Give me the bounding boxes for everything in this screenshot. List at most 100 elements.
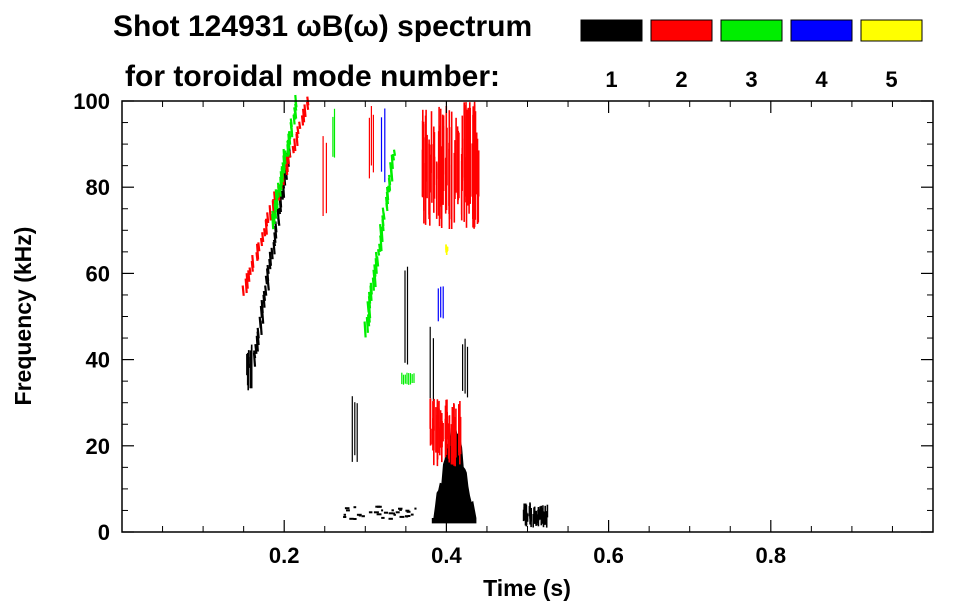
feature-mode-3-chirp — [271, 94, 298, 230]
feature-mode-2-streak — [368, 106, 374, 179]
feature-streak — [268, 205, 272, 221]
feature-streak — [256, 327, 260, 339]
chart-title-line1: Shot 124931 ωB(ω) spectrum — [113, 10, 532, 43]
x-tick-label: 0.6 — [593, 543, 624, 568]
feature-streak — [255, 335, 259, 352]
feature-streak — [373, 264, 377, 277]
feature-streak — [263, 228, 267, 237]
legend-swatch-5 — [860, 19, 923, 42]
feature-mode-1-streak — [404, 266, 409, 365]
legend-label-5: 5 — [885, 67, 897, 92]
feature-streak — [390, 154, 394, 169]
feature-streak — [282, 148, 286, 165]
feature-streak — [245, 273, 249, 289]
feature-streak — [374, 251, 379, 263]
feature-mode-4-streak — [380, 108, 386, 183]
feature-streak — [372, 269, 376, 281]
feature-mode-1-streak — [429, 326, 434, 402]
feature-streak — [280, 190, 284, 200]
legend-swatch-4 — [790, 19, 853, 42]
y-tick-label: 0 — [98, 520, 110, 545]
feature-streak — [273, 199, 277, 213]
legend-swatch-2 — [650, 19, 713, 42]
feature-streak — [266, 264, 270, 275]
feature-mode-1-blob — [246, 344, 253, 391]
feature-streak — [268, 251, 272, 266]
plot-area — [241, 94, 549, 528]
feature-streak — [284, 150, 288, 157]
feature-streak — [248, 267, 252, 276]
feature-streak — [289, 118, 293, 128]
feature-streak — [379, 224, 383, 236]
feature-streak — [278, 184, 282, 197]
feature-streak — [381, 207, 385, 216]
feature-streak — [264, 275, 268, 285]
legend-label-1: 1 — [605, 67, 617, 92]
feature-streak — [274, 189, 278, 205]
feature-mode-5-blob — [445, 244, 449, 255]
feature-streak — [381, 215, 385, 227]
feature-streak — [266, 212, 270, 224]
feature-mode-2-blob — [429, 398, 462, 467]
feature-mode-1-blob — [522, 502, 549, 528]
feature-streak — [259, 237, 264, 247]
feature-streak — [280, 166, 284, 179]
feature-shape — [431, 416, 477, 524]
feature-streak — [264, 218, 269, 227]
y-tick-label: 60 — [86, 261, 110, 286]
feature-streak — [365, 316, 369, 333]
feature-streak — [251, 255, 255, 268]
feature-streak — [369, 282, 373, 295]
y-axis-label: Frequency (kHz) — [10, 227, 36, 406]
feature-streak — [257, 242, 261, 252]
feature-streak — [276, 208, 280, 224]
y-tick-label: 80 — [86, 175, 110, 200]
feature-streak — [363, 321, 367, 338]
plot-frame — [121, 100, 934, 533]
feature-streak — [368, 291, 372, 304]
feature-streak — [247, 270, 251, 282]
feature-streak — [293, 107, 297, 114]
y-tick-label: 20 — [86, 434, 110, 459]
feature-streak — [386, 186, 390, 201]
feature-streak — [371, 277, 375, 291]
feature-streak — [261, 232, 265, 243]
feature-streak — [377, 249, 381, 256]
x-tick-label: 0.4 — [431, 543, 462, 568]
legend-swatch-3 — [720, 19, 783, 42]
x-tick-label: 0.8 — [756, 543, 787, 568]
feature-streak — [254, 343, 258, 355]
legend-label-3: 3 — [745, 67, 757, 92]
feature-streak — [259, 305, 263, 318]
feature-streak — [285, 156, 289, 172]
feature-streak — [279, 171, 283, 186]
feature-streak — [385, 196, 389, 209]
feature-streak — [388, 174, 392, 186]
feature-streak — [266, 280, 270, 291]
feature-streak — [253, 350, 257, 359]
chart-title-line2: for toroidal mode number: — [125, 60, 500, 93]
feature-streak — [302, 108, 306, 123]
feature-streak — [291, 145, 295, 154]
y-tick-label: 100 — [73, 89, 110, 114]
feature-streak — [300, 115, 305, 126]
axis-ticks: 0.2 0.4 0.6 0.8 0 20 40 60 80 100 — [73, 89, 933, 568]
feature-streak — [241, 285, 245, 296]
feature-streak — [277, 207, 282, 215]
feature-streak — [258, 316, 262, 329]
feature-streak — [260, 300, 264, 314]
feature-streak — [271, 210, 275, 221]
feature-mode-1-streak — [351, 396, 358, 462]
legend-label-4: 4 — [815, 67, 828, 92]
feature-mode-1-band — [343, 505, 417, 520]
legend: 1 2 3 4 5 — [580, 19, 923, 92]
feature-streak — [270, 247, 274, 260]
feature-streak — [379, 235, 383, 243]
legend-swatch-1 — [580, 19, 643, 42]
feature-streak — [378, 243, 382, 253]
x-axis-label: Time (s) — [483, 575, 571, 601]
feature-mode-1-blob — [431, 416, 477, 524]
feature-streak — [298, 121, 302, 130]
feature-streak — [276, 189, 280, 199]
